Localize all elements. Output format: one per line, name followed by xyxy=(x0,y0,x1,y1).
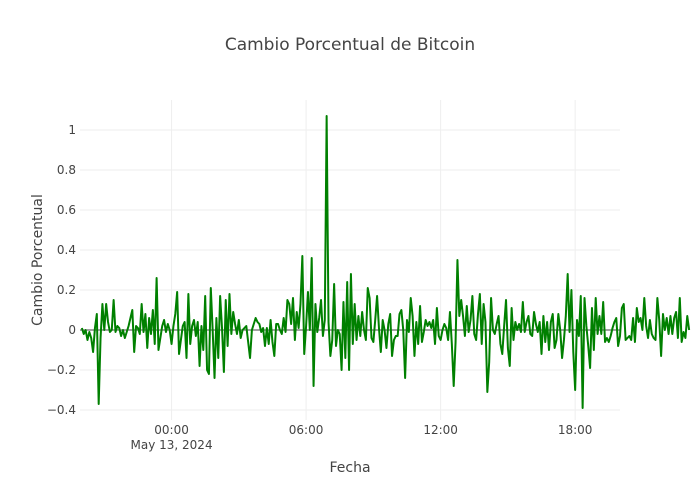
series-line xyxy=(80,115,691,409)
grid xyxy=(80,100,620,420)
x-axis-title: Fecha xyxy=(329,460,370,476)
y-tick-label: 0.8 xyxy=(57,163,76,177)
y-tick-label: 0.6 xyxy=(57,203,76,217)
y-tick-label: −0.4 xyxy=(47,403,76,417)
y-tick-label: 1 xyxy=(68,123,76,137)
x-tick-label: 06:00 xyxy=(289,423,324,437)
chart-title: Cambio Porcentual de Bitcoin xyxy=(225,35,475,55)
y-tick-label: 0.2 xyxy=(57,283,76,297)
y-axis: −0.4 −0.2 0 0.2 0.4 0.6 0.8 1 xyxy=(47,123,76,417)
x-tick-sublabel: May 13, 2024 xyxy=(131,438,213,452)
y-axis-title: Cambio Porcentual xyxy=(30,194,46,326)
y-tick-label: 0.4 xyxy=(57,243,76,257)
x-tick-label: 00:00 xyxy=(154,423,189,437)
y-tick-label: −0.2 xyxy=(47,363,76,377)
y-tick-label: 0 xyxy=(68,323,76,337)
x-tick-label: 18:00 xyxy=(558,423,593,437)
x-tick-label: 12:00 xyxy=(423,423,458,437)
